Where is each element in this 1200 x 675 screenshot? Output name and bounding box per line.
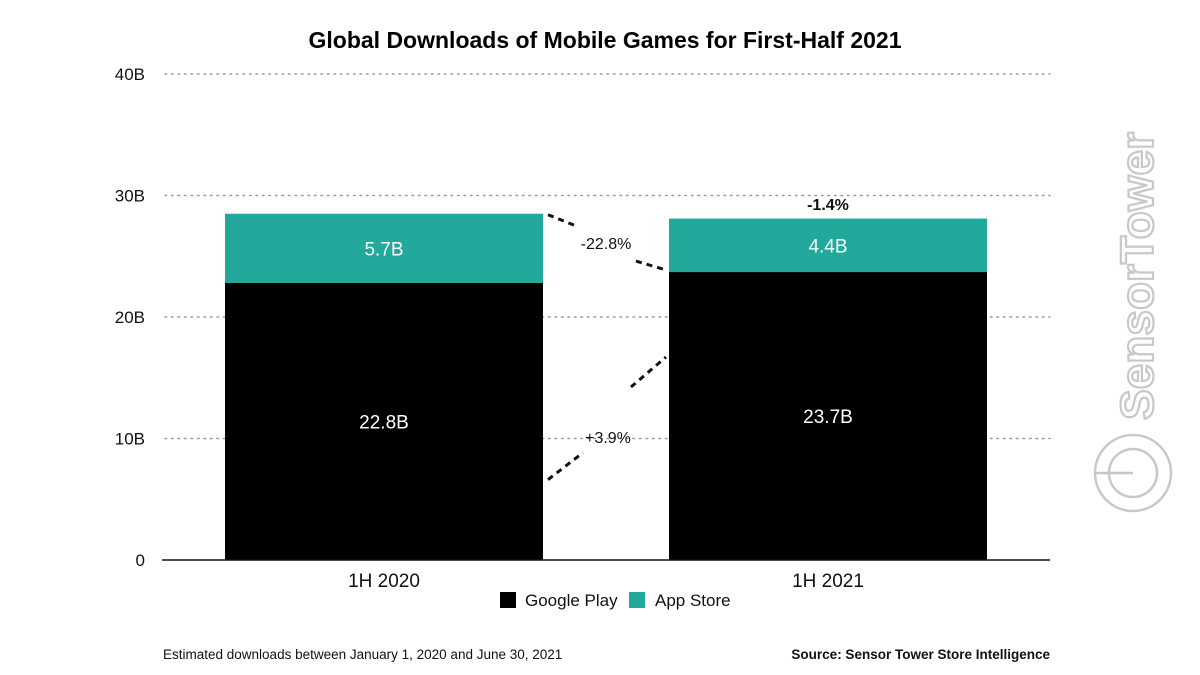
legend-label-google-play: Google Play	[525, 591, 618, 610]
legend-swatch-google-play	[500, 592, 516, 608]
bar-app-store	[669, 218, 987, 273]
chart-title: Global Downloads of Mobile Games for Fir…	[309, 27, 902, 53]
gridlines	[164, 73, 1051, 440]
y-tick-label: 0	[136, 551, 145, 570]
source-note: Source: Sensor Tower Store Intelligence	[791, 647, 1050, 662]
sensortower-logo-icon	[1093, 433, 1173, 513]
bar-value-label: 23.7B	[803, 407, 853, 428]
bar-value-label: 5.7B	[364, 239, 403, 260]
bars: 22.8B 5.7B 23.7B 4.4B	[225, 213, 987, 560]
bar-app-store	[225, 213, 543, 283]
footnote: Estimated downloads between January 1, 2…	[163, 647, 562, 662]
bar-google-play	[225, 282, 543, 560]
connector-line	[630, 355, 667, 389]
sensortower-watermark: SensorTower	[1093, 131, 1173, 513]
x-category-label: 1H 2020	[348, 571, 420, 592]
x-axis-categories: 1H 2020 1H 2021	[348, 571, 864, 592]
y-tick-label: 40B	[115, 65, 145, 84]
connector-line	[547, 451, 584, 481]
bar-google-play	[669, 272, 987, 560]
y-axis-ticks: 0 10B 20B 30B 40B	[115, 65, 145, 570]
x-category-label: 1H 2021	[792, 571, 864, 592]
connector-line	[635, 259, 667, 272]
legend-label-app-store: App Store	[655, 591, 731, 610]
connector-line	[547, 213, 579, 229]
change-connectors	[547, 213, 667, 481]
y-tick-label: 30B	[115, 187, 145, 206]
legend: Google Play App Store	[500, 591, 731, 610]
app-store-change-label: -22.8%	[581, 236, 632, 253]
total-change-label: -1.4%	[807, 197, 849, 214]
bar-value-label: 22.8B	[359, 412, 409, 433]
google-play-change-label: +3.9%	[585, 430, 631, 447]
y-tick-label: 20B	[115, 308, 145, 327]
y-tick-label: 10B	[115, 430, 145, 449]
bar-value-label: 4.4B	[808, 236, 847, 257]
watermark-text: SensorTower	[1111, 132, 1163, 420]
legend-swatch-app-store	[629, 592, 645, 608]
